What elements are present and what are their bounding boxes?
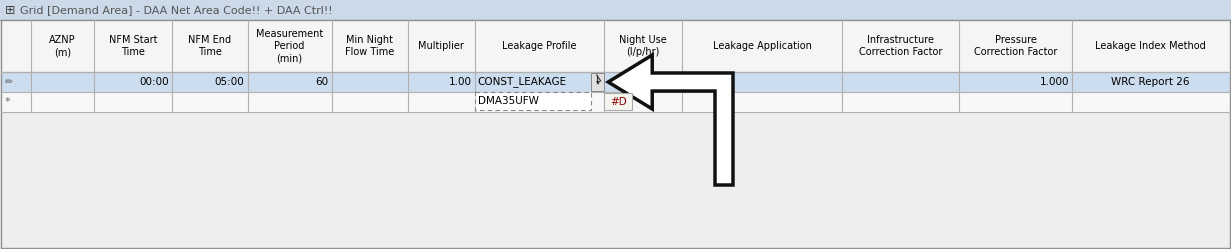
Text: 05:00: 05:00	[214, 77, 245, 87]
Text: Leakage Application: Leakage Application	[713, 41, 811, 51]
Text: 60: 60	[315, 77, 329, 87]
Text: Pressure
Correction Factor: Pressure Correction Factor	[974, 35, 1057, 57]
Bar	[591, 73, 604, 91]
Text: ⊞: ⊞	[5, 3, 16, 16]
Text: Leakage Index Method: Leakage Index Method	[1096, 41, 1206, 51]
Text: Min Night
Flow Time: Min Night Flow Time	[345, 35, 394, 57]
Text: DMA35UFW: DMA35UFW	[478, 96, 538, 106]
Text: Night Use
(l/p/hr): Night Use (l/p/hr)	[619, 35, 667, 57]
Bar	[1, 72, 1230, 92]
Text: 00:00: 00:00	[139, 77, 169, 87]
Text: NFM End
Time: NFM End Time	[188, 35, 231, 57]
Bar	[1, 20, 1230, 72]
Text: AZNP
(m): AZNP (m)	[49, 35, 76, 57]
Text: NFM Start
Time: NFM Start Time	[108, 35, 158, 57]
Bar	[0, 0, 1231, 20]
Text: WRC Report 26: WRC Report 26	[1112, 77, 1190, 87]
Text: *: *	[5, 97, 11, 107]
Bar	[1, 92, 1230, 112]
Bar	[474, 92, 591, 110]
Polygon shape	[608, 55, 732, 185]
Text: #D: #D	[609, 97, 627, 107]
Text: Infrastructure
Correction Factor: Infrastructure Correction Factor	[859, 35, 942, 57]
Text: Leakage Profile: Leakage Profile	[502, 41, 576, 51]
Text: 1.00: 1.00	[448, 77, 471, 87]
Text: Multiplier: Multiplier	[419, 41, 464, 51]
Text: 1.000: 1.000	[1040, 77, 1070, 87]
Text: Measurement
Period
(min): Measurement Period (min)	[256, 29, 324, 63]
Text: Grid [Demand Area] - DAA Net Area Code!! + DAA Ctrl!!: Grid [Demand Area] - DAA Net Area Code!!…	[20, 5, 332, 15]
Text: CONST_LEAKAGE: CONST_LEAKAGE	[478, 76, 566, 87]
Text: ▾: ▾	[596, 77, 599, 86]
Text: ✏: ✏	[5, 77, 14, 87]
Bar	[604, 93, 633, 110]
